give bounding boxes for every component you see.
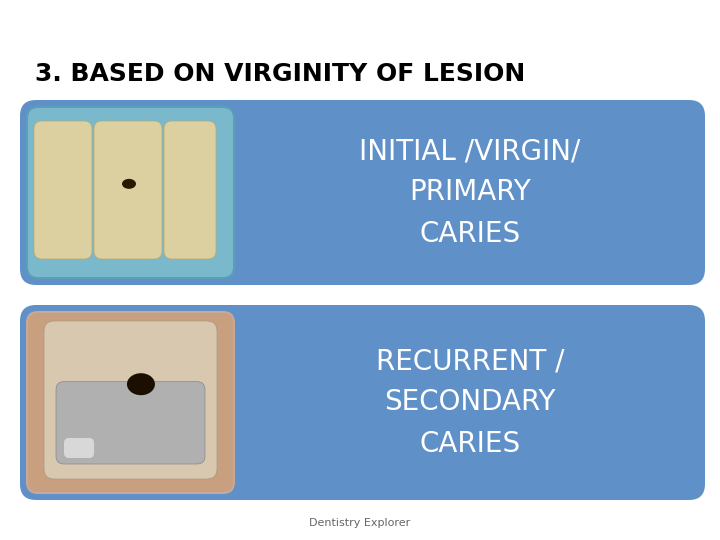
FancyBboxPatch shape xyxy=(26,311,235,494)
Text: 3. BASED ON VIRGINITY OF LESION: 3. BASED ON VIRGINITY OF LESION xyxy=(35,62,526,86)
FancyBboxPatch shape xyxy=(20,305,705,500)
FancyBboxPatch shape xyxy=(64,438,94,458)
Text: Dentistry Explorer: Dentistry Explorer xyxy=(310,518,410,528)
FancyBboxPatch shape xyxy=(44,321,217,479)
FancyBboxPatch shape xyxy=(94,121,162,259)
FancyBboxPatch shape xyxy=(56,382,205,464)
FancyBboxPatch shape xyxy=(26,106,235,279)
FancyBboxPatch shape xyxy=(164,121,216,259)
FancyBboxPatch shape xyxy=(28,108,233,277)
FancyBboxPatch shape xyxy=(34,121,92,259)
Ellipse shape xyxy=(122,179,136,189)
FancyBboxPatch shape xyxy=(28,313,233,492)
Ellipse shape xyxy=(127,373,155,395)
Text: INITIAL /VIRGIN/
PRIMARY
CARIES: INITIAL /VIRGIN/ PRIMARY CARIES xyxy=(359,137,581,248)
FancyBboxPatch shape xyxy=(20,100,705,285)
Text: RECURRENT /
SECONDARY
CARIES: RECURRENT / SECONDARY CARIES xyxy=(376,347,564,458)
